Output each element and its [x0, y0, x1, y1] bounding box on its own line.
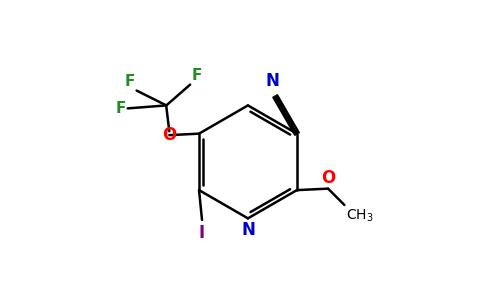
- Text: F: F: [125, 74, 135, 89]
- Text: F: F: [192, 68, 202, 83]
- Text: I: I: [199, 224, 205, 242]
- Text: O: O: [321, 169, 335, 187]
- Text: CH$_3$: CH$_3$: [346, 207, 374, 224]
- Text: F: F: [116, 101, 126, 116]
- Text: N: N: [241, 221, 255, 239]
- Text: N: N: [265, 72, 279, 90]
- Text: O: O: [162, 126, 177, 144]
